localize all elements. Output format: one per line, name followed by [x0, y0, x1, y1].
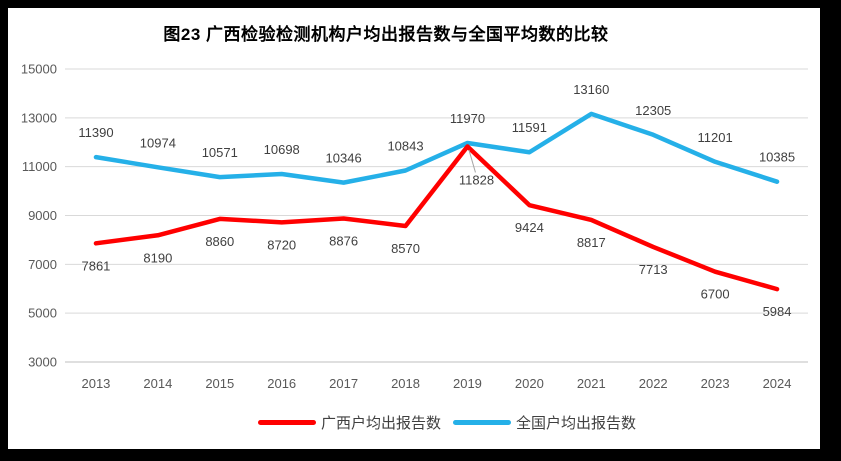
x-axis-tick-label: 2020 [515, 376, 544, 391]
data-label: 7861 [81, 258, 110, 273]
x-axis-tick-label: 2013 [81, 376, 110, 391]
data-label: 9424 [515, 220, 544, 235]
data-label: 8876 [329, 234, 358, 249]
y-axis-tick-label: 5000 [28, 306, 57, 321]
data-label: 10974 [140, 135, 176, 150]
data-label: 6700 [701, 287, 730, 302]
data-label: 12305 [635, 103, 671, 118]
legend-label-guangxi: 广西户均出报告数 [320, 414, 441, 432]
y-axis-tick-label: 15000 [21, 62, 57, 77]
data-label: 13160 [573, 82, 609, 97]
data-label: 8720 [267, 237, 296, 252]
legend-label-national: 全国户均出报告数 [516, 414, 637, 432]
x-axis-tick-label: 2023 [701, 376, 730, 391]
line-chart-plot: 15000 13000 11000 9000 7000 5000 3000 2013 2014 2… [21, 62, 808, 391]
chart-legend: 广西户均出报告数 全国户均出报告数 [41, 411, 841, 433]
data-label: 10346 [326, 151, 362, 166]
y-axis-tick-label: 11000 [22, 159, 57, 174]
data-label: 11591 [512, 120, 547, 135]
chart-title: 图23 广西检验检测机构户均出报告数与全国平均数的比较 [163, 25, 609, 44]
data-label: 10698 [264, 142, 300, 157]
data-label: 10571 [202, 145, 238, 160]
data-label: 8817 [577, 235, 606, 250]
data-label: 11828 [459, 172, 494, 187]
x-axis-tick-label: 2015 [205, 376, 234, 391]
data-label: 10843 [387, 139, 423, 154]
data-label: 5984 [763, 304, 792, 319]
x-axis-tick-label: 2014 [143, 376, 172, 391]
data-label-leader-line [468, 149, 476, 173]
legend-item-national: 全国户均出报告数 [453, 412, 636, 433]
series-line-1 [93, 111, 780, 185]
y-axis-tick-label: 13000 [21, 110, 57, 125]
legend-line-red-icon [257, 419, 316, 425]
series-line-0 [93, 144, 780, 292]
x-axis-tick-label: 2024 [763, 376, 792, 391]
x-axis-tick-label: 2021 [577, 376, 606, 391]
y-axis-tick-label: 7000 [28, 257, 57, 272]
y-axis-tick-label: 9000 [28, 208, 57, 223]
legend-item-guangxi: 广西户均出报告数 [257, 412, 441, 433]
data-label: 7713 [639, 262, 668, 277]
data-label: 11201 [698, 130, 733, 145]
legend-line-blue-icon [453, 419, 511, 425]
data-label: 11970 [450, 111, 485, 126]
x-axis-tick-label: 2019 [453, 376, 482, 391]
data-label: 8860 [205, 234, 234, 249]
x-axis-tick-label: 2022 [639, 376, 668, 391]
x-axis-tick-label: 2016 [267, 376, 296, 391]
data-label: 8190 [143, 250, 172, 265]
x-axis-tick-label: 2018 [391, 376, 420, 391]
data-label: 8570 [391, 241, 420, 256]
data-label: 11390 [78, 125, 113, 140]
y-axis-tick-label: 3000 [28, 355, 57, 370]
data-label: 10385 [759, 150, 795, 165]
chart-surface: 图23 广西检验检测机构户均出报告数与全国平均数的比较 15000 13000 11… [8, 8, 820, 449]
x-axis-tick-label: 2017 [329, 376, 358, 391]
